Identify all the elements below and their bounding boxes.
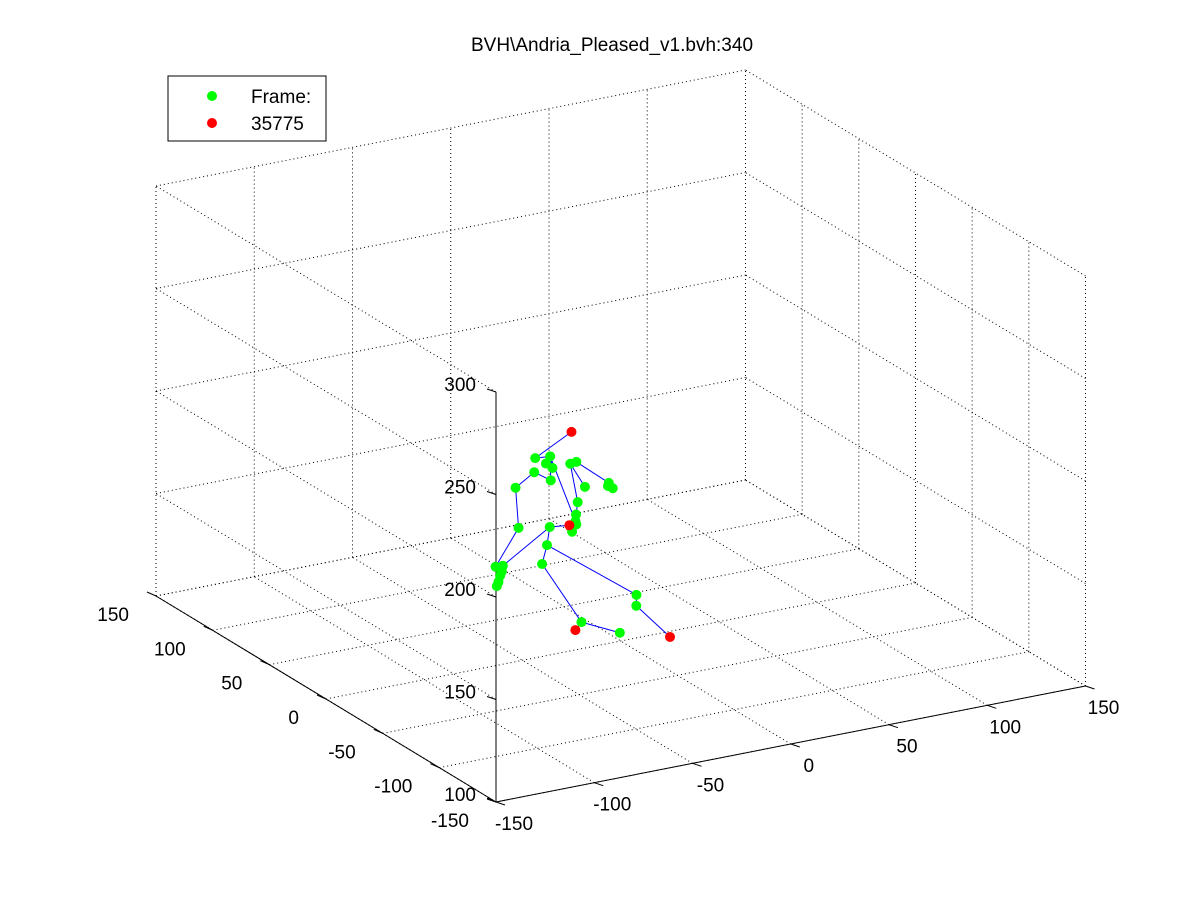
y-tick-label: -100 — [374, 777, 412, 798]
joint-marker — [545, 475, 556, 486]
skeleton-bone — [534, 431, 572, 459]
skeleton-bone — [569, 463, 579, 503]
joint-marker — [576, 617, 587, 628]
y-tick-mark — [373, 728, 383, 734]
joint-marker — [510, 482, 521, 493]
joint-marker — [572, 497, 583, 508]
end-site-marker — [566, 426, 577, 437]
z-tick-mark — [486, 388, 497, 393]
skeleton-bone — [635, 605, 671, 638]
legend-label-frame-number: 35775 — [251, 114, 304, 135]
z-tick-label: 300 — [444, 375, 476, 396]
joint-marker — [530, 453, 541, 464]
z-tick-mark — [486, 696, 497, 700]
z-tick-label: 200 — [444, 580, 476, 601]
x-tick-label: -100 — [593, 795, 631, 816]
y-tick-mark — [260, 660, 270, 666]
floor-grid-line-y — [212, 513, 803, 631]
joint-marker — [607, 483, 618, 494]
y-tick-mark — [430, 763, 440, 769]
back-wall-grid-line-z — [155, 172, 746, 289]
z-tick-label: 100 — [444, 785, 476, 806]
x-tick-label: -50 — [697, 775, 724, 796]
joint-marker — [544, 522, 555, 533]
tick-labels: -150 -100 -50 0 50 100 150 -150 -100 -50 0 50 100 150… — [97, 375, 1119, 835]
z-tick-mark — [486, 593, 497, 598]
x-tick-label: 0 — [803, 756, 814, 777]
legend-marker-frame-number — [207, 118, 217, 128]
joint-marker — [513, 522, 524, 533]
z-tick-mark — [486, 798, 497, 803]
x-tick-mark — [790, 743, 800, 748]
z-tick-label: 250 — [444, 478, 476, 499]
joint-marker — [547, 462, 558, 473]
x-tick-mark — [987, 704, 997, 709]
y-tick-mark — [146, 591, 157, 597]
x-tick-label: 150 — [1088, 698, 1120, 719]
joint-marker — [614, 627, 625, 638]
legend-marker-frame — [207, 91, 217, 101]
skeleton-bone — [576, 461, 610, 484]
y-tick-label: -50 — [328, 742, 355, 763]
axes — [146, 388, 1095, 806]
z-tick-mark — [486, 491, 497, 495]
y-tick-mark — [203, 625, 213, 631]
back-wall-grid-line-z — [155, 377, 746, 494]
skeleton-bone — [502, 526, 551, 567]
joint-marker — [497, 560, 508, 571]
skeleton-bone — [541, 563, 582, 623]
x-tick-mark — [594, 782, 604, 787]
joint-marker — [491, 581, 502, 592]
z-tick-label: 150 — [444, 683, 476, 704]
floor-grid-line-y — [382, 616, 973, 734]
joint-marker — [631, 589, 642, 600]
floor-grid-line-y — [325, 582, 916, 700]
joint-marker — [537, 559, 548, 570]
back-wall-grid-line-z — [155, 274, 746, 392]
x-tick-label: 50 — [896, 737, 917, 758]
end-site-marker — [570, 625, 581, 636]
x-tick-mark — [888, 724, 899, 729]
y-tick-label: 100 — [154, 639, 186, 660]
joint-marker — [565, 458, 576, 469]
x-tick-mark — [692, 762, 702, 767]
legend-label-frame: Frame: — [251, 87, 311, 108]
y-tick-label: 150 — [97, 605, 129, 626]
joint-marker — [541, 540, 552, 551]
x-tick-mark — [495, 801, 506, 806]
floor-grid-line-y — [439, 651, 1029, 769]
joint-marker — [631, 600, 642, 611]
back-wall-grid-line-z — [155, 69, 746, 187]
y-tick-mark — [316, 694, 327, 700]
skeleton-bone — [546, 544, 637, 596]
joint-marker — [545, 451, 556, 462]
joint-marker — [579, 481, 590, 492]
x-tick-mark — [1085, 685, 1095, 690]
chart-title: BVH\Andria_Pleased_v1.bvh:340 — [471, 35, 753, 56]
y-tick-label: 0 — [288, 708, 299, 729]
skeleton-bone — [495, 527, 520, 568]
skeleton-joints — [490, 426, 676, 642]
floor-grid-line-y — [269, 548, 859, 666]
skeleton-bone — [581, 621, 620, 634]
x-tick-label: 100 — [989, 717, 1021, 738]
grid-lines — [155, 69, 1086, 803]
y-tick-label: 50 — [221, 674, 242, 695]
legend: Frame: 35775 — [167, 75, 327, 142]
skeleton-bone — [515, 487, 520, 528]
y-tick-label: -150 — [431, 811, 469, 832]
legend-box — [167, 75, 327, 142]
x-tick-label: -150 — [495, 814, 533, 835]
back-wall-grid-line-z — [155, 479, 746, 597]
end-site-marker — [665, 631, 676, 642]
end-site-marker — [564, 520, 575, 531]
joint-marker — [529, 467, 540, 478]
